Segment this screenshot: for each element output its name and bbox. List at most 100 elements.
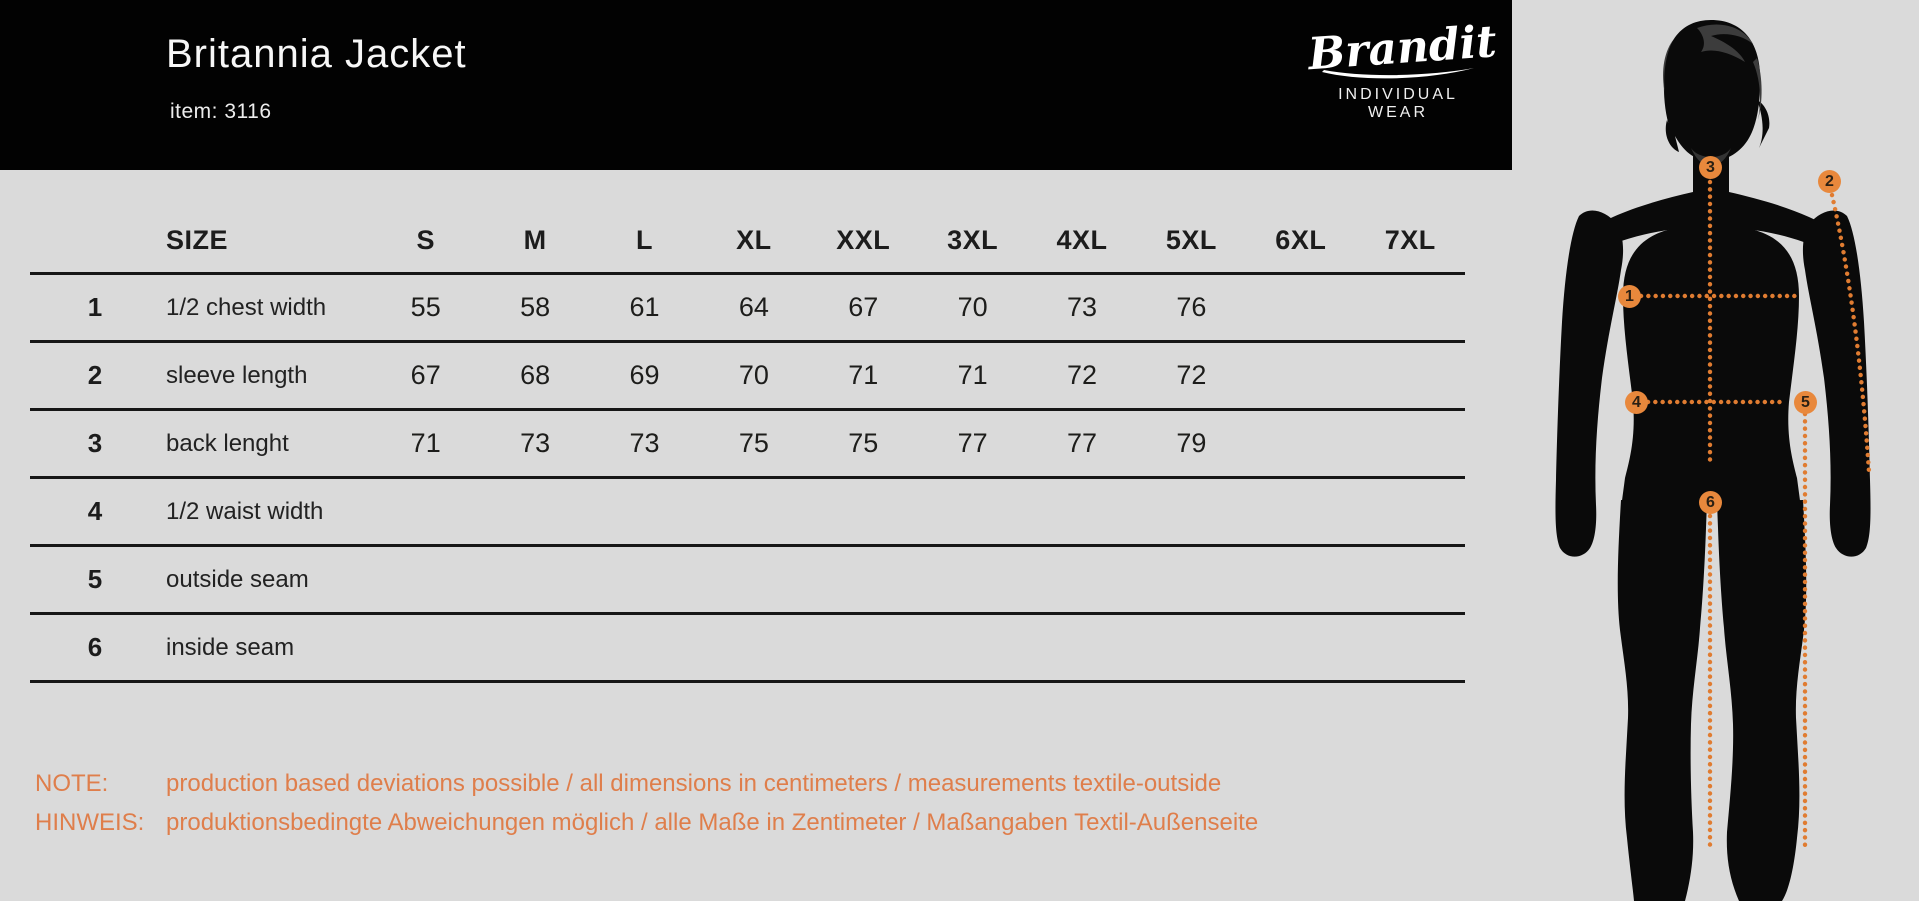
note-line-de: HINWEIS: produktionsbedingte Abweichunge…: [35, 803, 1258, 842]
size-value-cell: [480, 479, 589, 544]
row-label: sleeve length: [166, 361, 308, 389]
size-value-cell: [918, 615, 1027, 680]
size-value-cell: 67: [848, 292, 879, 322]
size-value-cell: [809, 615, 918, 680]
size-value-cell: [699, 547, 808, 612]
corner-cell: [30, 208, 160, 272]
notes-block: NOTE: production based deviations possib…: [35, 764, 1258, 842]
table-row-5: 5 outside seam: [30, 547, 1465, 615]
table-row-1: 1 1/2 chest width 55 58 61 64 67 70 73 76: [30, 275, 1465, 343]
row-label: inside seam: [166, 633, 295, 661]
column-header-4xl: 4XL: [1056, 224, 1108, 255]
size-value-cell: 61: [629, 292, 660, 322]
item-number: item: 3116: [170, 100, 272, 123]
size-value-cell: 75: [848, 428, 879, 458]
table-row-2: 2 sleeve length 67 68 69 70 71 71 72 72: [30, 343, 1465, 411]
size-value-cell: 69: [629, 360, 660, 390]
marker-waist: 4: [1625, 391, 1648, 414]
size-value-cell: 71: [410, 428, 441, 458]
size-value-cell: 76: [1176, 292, 1207, 322]
size-value-cell: 70: [738, 360, 769, 390]
measurement-dotted-lines: [1638, 179, 1872, 853]
size-value-cell: [1356, 479, 1465, 544]
note-label-en: NOTE:: [35, 770, 109, 797]
size-value-cell: [1356, 411, 1465, 476]
size-value-cell: 72: [1067, 360, 1098, 390]
size-value-cell: [1246, 343, 1355, 408]
size-value-cell: [1246, 411, 1355, 476]
size-value-cell: [1137, 615, 1246, 680]
page-title: Britannia Jacket: [166, 32, 467, 76]
column-header-xl: XL: [736, 224, 772, 255]
size-value-cell: [1356, 615, 1465, 680]
measurement-figure: 1 2 3 4 5 6: [1517, 0, 1919, 901]
size-value-cell: [1137, 479, 1246, 544]
size-value-cell: 72: [1176, 360, 1207, 390]
row-label: 1/2 chest width: [166, 293, 327, 321]
table-row-6: 6 inside seam: [30, 615, 1465, 683]
size-value-cell: [918, 479, 1027, 544]
size-value-cell: 67: [410, 360, 441, 390]
size-value-cell: 58: [520, 292, 551, 322]
row-number: 6: [87, 632, 103, 662]
size-value-cell: 75: [738, 428, 769, 458]
size-value-cell: [590, 547, 699, 612]
body-silhouette-graphic: [1555, 20, 1872, 901]
marker-chest: 1: [1618, 285, 1641, 308]
brand-logo: Brandit INDIVIDUAL WEAR: [1306, 16, 1498, 122]
size-value-cell: [1027, 547, 1136, 612]
size-value-cell: [480, 615, 589, 680]
note-line-en: NOTE: production based deviations possib…: [35, 764, 1258, 803]
size-value-cell: [1027, 479, 1136, 544]
column-header-6xl: 6XL: [1275, 224, 1327, 255]
size-value-cell: 68: [520, 360, 551, 390]
size-value-cell: 70: [957, 292, 988, 322]
size-value-cell: [1356, 343, 1465, 408]
size-value-cell: [480, 547, 589, 612]
size-value-cell: 73: [520, 428, 551, 458]
marker-inside-seam: 6: [1699, 491, 1722, 514]
size-value-cell: 79: [1176, 428, 1207, 458]
size-table: SIZE S M L XL XXL 3XL 4XL 5XL 6XL 7XL 1 1/2 chest …: [30, 208, 1465, 683]
column-header-7xl: 7XL: [1384, 224, 1436, 255]
row-label: 1/2 waist width: [166, 497, 324, 525]
marker-outside-seam: 5: [1794, 391, 1817, 414]
column-header-5xl: 5XL: [1165, 224, 1217, 255]
size-value-cell: [590, 615, 699, 680]
size-value-cell: [699, 479, 808, 544]
row-number: 5: [87, 564, 103, 594]
header-bar: Britannia Jacket item: 3116 Brandit INDI…: [0, 0, 1512, 170]
column-header-l: L: [635, 224, 653, 255]
column-header-3xl: 3XL: [947, 224, 999, 255]
note-text-de: produktionsbedingte Abweichungen möglich…: [166, 809, 1259, 836]
body-silhouette: [1555, 20, 1871, 901]
size-value-cell: [1246, 479, 1355, 544]
size-value-cell: [590, 479, 699, 544]
size-value-cell: [699, 615, 808, 680]
table-row-4: 4 1/2 waist width: [30, 479, 1465, 547]
note-text-en: production based deviations possible / a…: [166, 770, 1222, 797]
row-label: back lenght: [166, 429, 289, 457]
size-value-cell: 73: [1067, 292, 1098, 322]
row-number: 4: [87, 496, 103, 526]
size-value-cell: [809, 479, 918, 544]
sleeve-length-line: [1829, 192, 1872, 475]
size-value-cell: [371, 479, 480, 544]
size-value-cell: [1246, 275, 1355, 340]
column-header-xxl: XXL: [836, 224, 891, 255]
size-value-cell: [809, 547, 918, 612]
table-row-3: 3 back lenght 71 73 73 75 75 77 77 79: [30, 411, 1465, 479]
size-value-cell: 71: [848, 360, 879, 390]
size-column-title: SIZE: [166, 224, 229, 255]
size-value-cell: [371, 547, 480, 612]
size-value-cell: [1137, 547, 1246, 612]
size-value-cell: 64: [738, 292, 769, 322]
row-number: 1: [87, 292, 103, 322]
size-value-cell: [1246, 615, 1355, 680]
size-value-cell: [371, 615, 480, 680]
row-number: 2: [87, 360, 103, 390]
size-value-cell: 55: [410, 292, 441, 322]
brand-tagline: INDIVIDUAL WEAR: [1338, 86, 1458, 122]
logo-underline-swoosh: [1322, 68, 1474, 79]
size-value-cell: 77: [957, 428, 988, 458]
